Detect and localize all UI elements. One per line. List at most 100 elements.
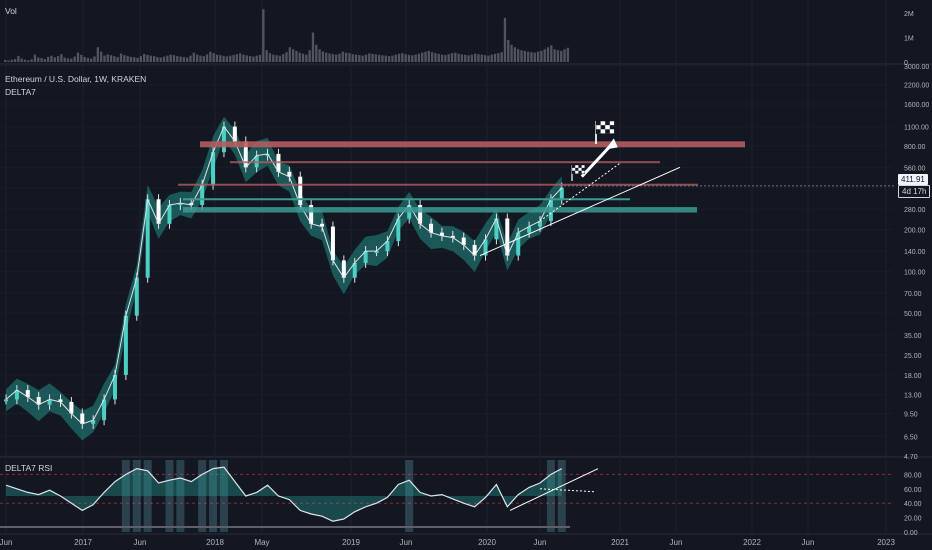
volume-bar [56,56,60,62]
price-axis-tick: 18.00 [904,373,922,380]
volume-bar [308,50,311,62]
volume-bar [397,53,401,62]
volume-bar [229,55,232,62]
indicator-cloud [6,116,562,441]
volume-bar [354,54,358,62]
volume-bar [103,55,106,62]
flag-check [572,170,576,174]
volume-bar [526,51,530,62]
candle-body [450,235,455,238]
volume-bar [248,56,252,62]
flag-check [609,125,615,130]
volume-bar [404,54,407,62]
volume-bar [493,53,497,62]
volume-bar [361,55,364,62]
candle-body [243,141,248,168]
volume-bar [215,54,219,62]
drawings-layer[interactable] [178,120,896,511]
volume-bar [189,55,192,62]
volume-axis-tick: 1M [904,35,914,42]
time-axis[interactable]: Jun 2017 Jun 2018 May 2019 Jun 2020 Jun 2021 Jun 20… [0,538,895,547]
volume-bar [282,54,285,62]
rsi-highlight-band [219,460,228,532]
volume-bar [487,55,490,62]
candle-body [112,374,117,400]
volume-bar [143,53,146,62]
time-tick-label: Jun [802,538,815,547]
price-axis-tick: 100.00 [904,269,926,276]
volume-bar [265,50,268,62]
volume-bar [546,47,550,62]
volume-bar [20,58,23,62]
candle-body [167,205,172,224]
volume-bar [500,52,503,62]
rsi-highlight-band [143,460,152,532]
candle-body [80,413,85,424]
resistance-level [230,161,660,164]
rsi-axis-tick: 20.00 [904,516,922,523]
candle-body [58,399,63,402]
current-price-tag: 411.91 [898,174,928,185]
volume-bar [381,55,384,62]
time-tick-label: Jun [0,538,12,547]
time-tick-label: 2019 [342,538,360,547]
volume-bar [126,55,129,62]
volume-bar [33,54,37,62]
time-tick-label: Jun [400,538,413,547]
volume-bar [394,54,397,62]
volume-bar [331,54,334,62]
volume-bar [166,55,169,62]
volume-bar [437,53,440,62]
volume-bar [40,58,43,62]
volume-bar [560,50,563,62]
time-tick-label: Jun [534,538,547,547]
volume-bar [338,53,341,62]
price-axis-tick: 560.00 [904,165,926,172]
rsi-highlight-band [176,460,185,532]
volume-bar [510,44,513,62]
volume-bar [288,47,291,62]
flag-check [575,167,579,171]
volume-bar [536,51,540,62]
price-axis-tick: 13.00 [904,393,922,400]
volume-bar [275,55,278,62]
candle-body [559,187,564,200]
volume-bar [7,60,10,62]
volume-bar [179,56,182,62]
volume-bar [334,54,338,62]
volume-bar [258,54,262,62]
candle-body [200,184,205,206]
volume-bar [318,49,321,62]
up-arrow-head [605,138,618,150]
candle-body [69,401,74,414]
flag-check [578,165,582,168]
volume-bar [407,54,411,62]
rsi-baseline-markers [0,526,570,528]
volume-bar [454,52,457,62]
volume-bar [447,54,450,62]
volume-bar [162,56,166,62]
volume-bar [99,51,103,62]
volume-bar [371,53,374,62]
price-axis-tick: 1100.00 [904,125,929,132]
price-panel [4,116,564,441]
volume-axis-tick: 2M [904,11,914,18]
volume-bar [272,54,275,62]
time-tick-label: Jun [134,538,147,547]
volume-bar [530,52,533,62]
volume-bar [543,49,546,62]
volume-bar [421,52,424,62]
time-tick-label: 2022 [743,538,761,547]
volume-bar [414,54,417,62]
volume-bar [195,54,199,62]
volume-bar [341,51,344,62]
volume-bar [136,57,139,62]
volume-bar [60,54,63,62]
rsi-highlight-band [405,460,414,532]
candle-body [527,226,532,233]
volume-bar [364,54,368,62]
volume-bar [411,55,414,62]
volume-panel [4,9,570,62]
